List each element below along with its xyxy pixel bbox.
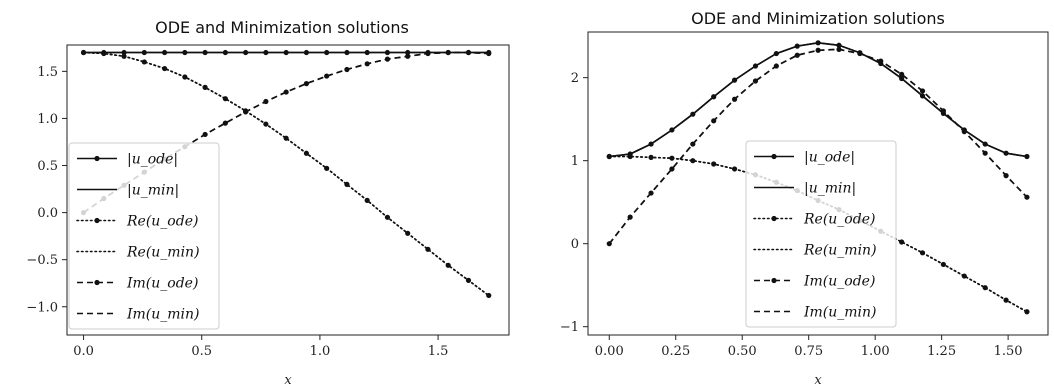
x-tick-label: 0.0 bbox=[73, 344, 94, 359]
legend-marker bbox=[94, 279, 100, 286]
x-tick-label: 0.5 bbox=[191, 344, 212, 359]
x-tick-label: 1.50 bbox=[994, 344, 1023, 359]
series-line-im-u-min bbox=[608, 48, 1028, 245]
chart-right-x-ticks: 0.00 0.25 0.50 0.75 1.00 1.25 1.50 bbox=[595, 335, 1023, 359]
data-point-im-u-ode bbox=[794, 52, 800, 58]
legend-entry: |u_min| bbox=[804, 181, 856, 197]
y-tick-label: −0.5 bbox=[26, 253, 58, 268]
x-tick-label: 1.0 bbox=[310, 344, 331, 359]
series-line-re-u-min bbox=[82, 51, 490, 297]
x-tick-label: 1.5 bbox=[428, 344, 449, 359]
legend-entry: Im(u_min) bbox=[803, 305, 877, 321]
chart-right-title: ODE and Minimization solutions bbox=[691, 9, 945, 28]
chart-right: ODE and Minimization solutions 0.00 0.25 0… bbox=[560, 9, 1049, 388]
chart-right-y-ticks: 2 1 0 −1 bbox=[560, 71, 588, 335]
legend-marker bbox=[94, 217, 100, 224]
x-tick-label: 0.00 bbox=[595, 344, 624, 359]
chart-right-xlabel: x bbox=[814, 373, 822, 388]
x-tick-label: 1.25 bbox=[927, 344, 956, 359]
legend-entry: Im(u_ode) bbox=[803, 274, 875, 290]
legend-entry: Re(u_min) bbox=[803, 243, 877, 259]
legend-marker bbox=[771, 277, 777, 284]
legend-entry: Im(u_min) bbox=[126, 307, 200, 323]
data-point-im-u-ode bbox=[815, 47, 821, 53]
y-tick-label: 1.5 bbox=[37, 65, 58, 80]
x-tick-label: 0.75 bbox=[794, 344, 823, 359]
legend-box bbox=[745, 140, 897, 328]
legend-entry: Re(u_ode) bbox=[126, 214, 198, 230]
chart-left-x-ticks: 0.0 0.5 1.0 1.5 bbox=[73, 335, 448, 359]
y-tick-label: 1.0 bbox=[37, 112, 58, 127]
x-tick-label: 0.50 bbox=[728, 344, 757, 359]
x-tick-label: 1.00 bbox=[861, 344, 890, 359]
legend-entry: Re(u_min) bbox=[126, 245, 200, 261]
chart-left-xlabel: x bbox=[284, 373, 292, 388]
chart-right-frame bbox=[587, 31, 1049, 336]
chart-right-legend: |u_ode| |u_min| Re(u_ode) Re(u_min) Im(u_ode… bbox=[745, 140, 897, 328]
legend-entry: |u_ode| bbox=[804, 150, 855, 166]
legend-marker bbox=[771, 153, 777, 160]
y-tick-label: 0 bbox=[571, 237, 579, 252]
x-tick-label: 0.25 bbox=[661, 344, 690, 359]
legend-entry: Im(u_ode) bbox=[126, 276, 198, 292]
legend-entry: |u_min| bbox=[127, 183, 179, 199]
legend-box bbox=[68, 142, 220, 330]
data-point-re-u-ode bbox=[627, 153, 633, 160]
data-point-im-u-ode bbox=[324, 73, 330, 79]
data-point-re-u-ode bbox=[101, 50, 107, 57]
legend-marker bbox=[94, 155, 100, 162]
chart-left-y-ticks: 1.5 1.0 0.5 0.0 −0.5 −1.0 bbox=[26, 65, 67, 315]
legend-entry: Re(u_ode) bbox=[803, 212, 875, 228]
legend-marker bbox=[771, 215, 777, 222]
data-point-u-ode bbox=[1024, 153, 1030, 160]
y-tick-label: 0.5 bbox=[37, 159, 58, 174]
y-tick-label: 2 bbox=[571, 71, 579, 86]
data-point-re-u-ode bbox=[141, 59, 147, 65]
y-tick-label: 0.0 bbox=[37, 206, 58, 221]
y-tick-label: −1.0 bbox=[26, 300, 58, 315]
chart-left: ODE and Minimization solutions 0.0 0.5 1.0… bbox=[26, 18, 510, 388]
y-tick-label: 1 bbox=[571, 154, 579, 169]
chart-left-legend: |u_ode| |u_min| Re(u_ode) Re(u_min) Im(u_ode… bbox=[68, 142, 220, 330]
chart-left-title: ODE and Minimization solutions bbox=[155, 18, 409, 37]
chart-left-frame bbox=[66, 44, 510, 336]
y-tick-label: −1 bbox=[560, 320, 579, 335]
data-point-im-u-ode bbox=[303, 81, 310, 87]
data-point-im-u-ode bbox=[222, 120, 228, 126]
data-point-im-u-ode bbox=[486, 50, 492, 57]
data-point-re-u-ode bbox=[690, 158, 696, 164]
legend-entry: |u_ode| bbox=[127, 152, 178, 168]
